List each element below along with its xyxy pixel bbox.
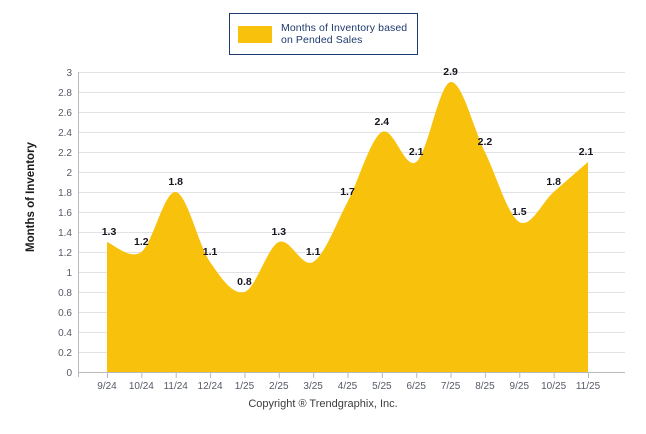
- y-tick-label: 3: [66, 68, 72, 79]
- chart-legend[interactable]: Months of Inventory based on Pended Sale…: [229, 13, 418, 55]
- area-series-months-of-inventory: [107, 81, 588, 372]
- data-point-label: 2.1: [579, 146, 594, 158]
- y-tick-label: 0.2: [58, 348, 72, 359]
- y-tick-label: 0: [66, 368, 72, 379]
- y-tick-label: 1: [66, 268, 72, 279]
- x-tick-label: 3/25: [303, 381, 323, 392]
- data-point-label: 1.5: [512, 206, 527, 218]
- x-tick-label: 1/25: [235, 381, 255, 392]
- data-point-label: 2.4: [375, 116, 390, 128]
- x-tick-label: 10/24: [129, 381, 154, 392]
- data-point-label: 0.8: [237, 276, 252, 288]
- data-point-label: 1.1: [203, 246, 218, 258]
- y-tick-label: 2.2: [58, 148, 72, 159]
- data-point-label: 1.7: [340, 186, 355, 198]
- data-point-label: 1.2: [134, 236, 149, 248]
- x-tick-label: 10/25: [541, 381, 566, 392]
- y-tick-label: 2: [66, 168, 72, 179]
- y-tick-label: 1.6: [58, 208, 72, 219]
- data-point-label: 1.3: [102, 226, 117, 238]
- data-point-labels: 1.3 1.2 1.8 1.1 0.8 1.3 1.1 1.7 2.4 2.1 2.9 2.2 1.5 1…: [102, 66, 594, 288]
- x-tick-label: 2/25: [269, 381, 289, 392]
- data-point-label: 1.3: [271, 226, 286, 238]
- data-point-label: 1.1: [306, 246, 321, 258]
- y-tick-label: 1.8: [58, 188, 72, 199]
- x-tick-label: 9/25: [510, 381, 530, 392]
- x-tick-label: 9/24: [97, 381, 117, 392]
- x-tick-label: 4/25: [338, 381, 358, 392]
- legend-color-swatch: [238, 25, 272, 43]
- copyright-notice: Copyright ® Trendgraphix, Inc.: [248, 398, 398, 410]
- x-tick-label: 8/25: [475, 381, 495, 392]
- x-tick-label: 11/25: [576, 381, 601, 392]
- x-tick-label: 6/25: [406, 381, 426, 392]
- x-tick-label: 5/25: [372, 381, 392, 392]
- y-tick-label: 0.4: [58, 328, 72, 339]
- legend-series-label: Months of Inventory based on Pended Sale…: [281, 21, 408, 47]
- data-point-label: 1.8: [546, 176, 561, 188]
- data-point-label: 2.1: [409, 146, 424, 158]
- data-point-label: 2.2: [478, 136, 493, 148]
- data-point-label: 2.9: [443, 66, 458, 78]
- y-tick-label: 1.2: [58, 248, 72, 259]
- y-tick-label: 2.6: [58, 108, 72, 119]
- x-axis: 9/24 10/24 11/24 12/24 1/25 2/25 3/25 4/25 5/25 6…: [78, 72, 625, 392]
- x-tick-label: 7/25: [441, 381, 461, 392]
- y-tick-label: 0.6: [58, 308, 72, 319]
- y-tick-label: 2.8: [58, 88, 72, 99]
- y-tick-label: 2.4: [58, 128, 72, 139]
- data-point-label: 1.8: [168, 176, 183, 188]
- x-tick-label: 12/24: [198, 381, 223, 392]
- y-tick-label: 0.8: [58, 288, 72, 299]
- y-tick-label: 1.4: [58, 228, 72, 239]
- x-tick-label: 11/24: [164, 381, 189, 392]
